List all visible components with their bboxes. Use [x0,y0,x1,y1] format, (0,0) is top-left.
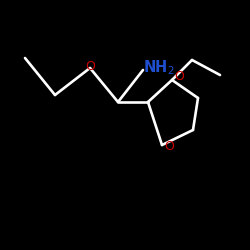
Text: O: O [85,60,95,72]
Text: NH$_2$: NH$_2$ [143,59,175,77]
Text: O: O [174,70,184,84]
Text: O: O [164,140,174,153]
